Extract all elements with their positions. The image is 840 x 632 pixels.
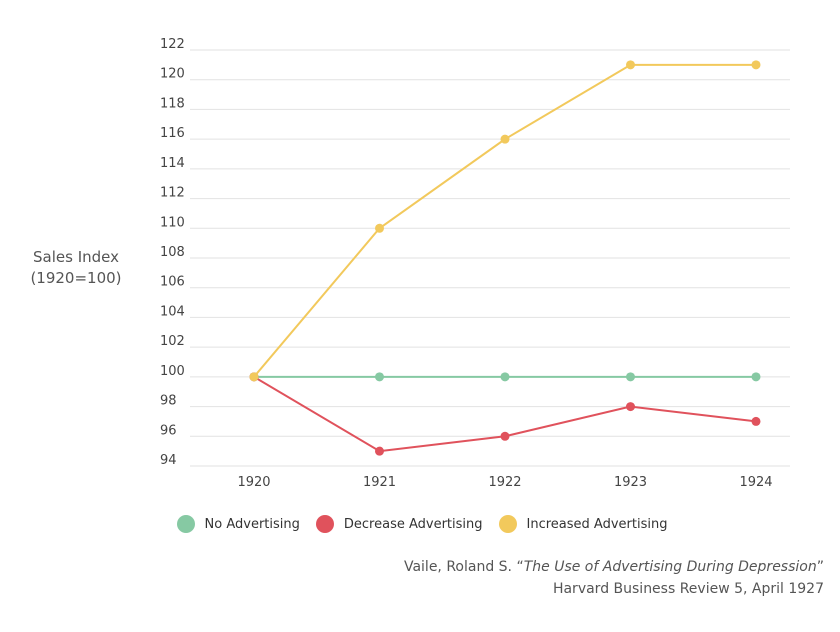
legend: No Advertising Decrease Advertising Increa… — [0, 512, 840, 536]
y-tick-label: 110 — [160, 215, 185, 230]
x-tick-label: 1924 — [739, 475, 772, 490]
data-point — [500, 372, 510, 382]
y-axis-label: Sales Index (1920=100) — [30, 248, 121, 287]
source-prefix: Vaile, Roland S. “ — [403, 559, 524, 575]
y-tick-label: 118 — [160, 96, 185, 111]
legend-swatch — [176, 515, 195, 533]
series — [249, 372, 761, 382]
legend-label: Decrease Advertising — [343, 516, 483, 532]
data-point — [500, 134, 510, 144]
data-point — [375, 446, 384, 456]
data-point — [375, 223, 384, 233]
x-tick-label: 1923 — [614, 475, 647, 490]
series-line — [253, 63, 756, 378]
y-tick-label: 98 — [160, 394, 177, 409]
data-point — [751, 416, 761, 426]
y-tick-label: 102 — [160, 334, 185, 349]
y-tick-label: 112 — [160, 186, 185, 201]
data-point — [626, 372, 635, 382]
y-tick-label: 104 — [160, 304, 185, 319]
data-point — [751, 372, 761, 382]
data-point — [626, 402, 635, 412]
y-tick-label: 114 — [160, 156, 185, 171]
data-point — [249, 372, 259, 382]
x-axis-ticks: 1920 1921 1922 1923 1924 — [237, 475, 772, 490]
series-lines — [249, 60, 761, 456]
y-tick-label: 96 — [160, 423, 177, 438]
source-line-2: Harvard Business Review 5, April 1927 — [552, 581, 824, 597]
source-line-1: Vaile, Roland S. “The Use of Advertising… — [404, 556, 824, 578]
legend-label: Increased Advertising — [526, 516, 668, 532]
y-tick-label: 122 — [160, 37, 185, 52]
source-title: The Use of Advertising During Depression — [523, 559, 817, 575]
y-tick-label: 120 — [160, 67, 185, 82]
data-point — [626, 60, 635, 70]
legend-swatch — [498, 515, 517, 533]
data-point — [500, 431, 510, 441]
y-axis-label-line: (1920=100) — [30, 269, 121, 287]
legend-item: Decrease Advertising — [312, 515, 483, 533]
y-tick-label: 108 — [160, 245, 185, 260]
y-tick-label: 94 — [160, 453, 177, 468]
x-tick-label: 1921 — [363, 475, 396, 490]
y-axis-ticks: 94 96 98 100 102 104 106 108 110 112 114 116 118 120 1… — [160, 37, 185, 468]
series — [249, 372, 761, 456]
legend-item: Increased Advertising — [495, 515, 668, 533]
series — [249, 60, 761, 382]
source-citation: Vaile, Roland S. “The Use of Advertising… — [404, 556, 824, 600]
data-point — [375, 372, 384, 382]
y-tick-label: 106 — [160, 275, 185, 290]
y-tick-label: 100 — [160, 364, 185, 379]
source-suffix: ” — [816, 559, 824, 575]
legend-swatch — [315, 515, 334, 533]
x-tick-label: 1920 — [237, 475, 270, 490]
y-axis-label-line: Sales Index — [33, 248, 119, 266]
legend-label: No Advertising — [204, 516, 300, 532]
x-tick-label: 1922 — [488, 475, 521, 490]
y-tick-label: 116 — [160, 126, 185, 141]
gridlines — [190, 49, 790, 467]
data-point — [751, 60, 761, 70]
legend-item: No Advertising — [173, 515, 300, 533]
